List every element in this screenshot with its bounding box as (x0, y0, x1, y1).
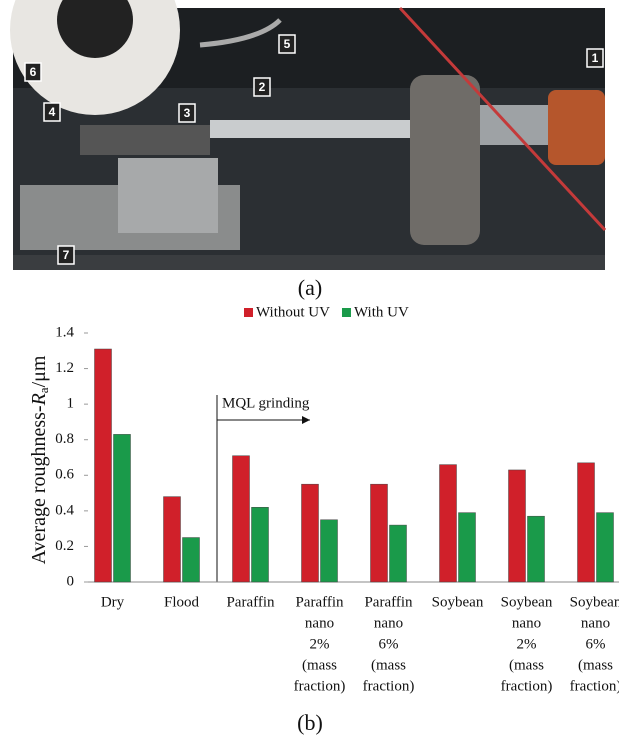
x-tick-label: fraction) (570, 678, 619, 694)
label-box (43, 102, 61, 122)
bar (458, 512, 476, 583)
x-tick-label: Dry (101, 594, 125, 610)
panel-label: (b) (297, 710, 323, 735)
bar (596, 512, 614, 583)
x-tick-label: (mass (578, 657, 613, 673)
x-tick-label: Soybean (432, 594, 484, 610)
x-tick-label: fraction) (294, 678, 346, 694)
photo-label: 6 (30, 65, 37, 79)
photo-label: 7 (63, 248, 70, 262)
legend-swatch (341, 308, 351, 317)
label-box (178, 103, 196, 123)
x-tick-label: 6% (379, 636, 399, 652)
y-axis-label: Average roughness-Ra/μm (28, 355, 51, 564)
legend-label: With UV (354, 304, 409, 320)
photo-label: 5 (284, 37, 291, 51)
photo-label: 3 (184, 106, 191, 120)
panel-label: (a) (298, 275, 322, 300)
y-label-part: a (36, 387, 51, 393)
y-tick-label: 1.2 (55, 360, 74, 376)
y-tick-label: 0.4 (55, 502, 74, 518)
x-tick-label: Flood (164, 594, 200, 610)
x-tick-label: fraction) (363, 678, 415, 694)
label-box (57, 245, 75, 265)
bar (370, 483, 388, 583)
x-tick-label: nano (581, 615, 610, 631)
label-box (586, 48, 604, 68)
bar (439, 464, 457, 583)
x-tick-label: nano (512, 615, 541, 631)
bar (251, 507, 269, 583)
x-tick-label: Paraffin (295, 594, 344, 610)
y-tick-label: 1 (67, 396, 75, 412)
bar (389, 524, 407, 583)
x-tick-label: fraction) (501, 678, 553, 694)
y-label-part: /μm (28, 355, 50, 387)
y-label-part: R (28, 393, 50, 406)
y-tick-label: 0.2 (55, 538, 74, 554)
x-tick-label: 6% (586, 636, 606, 652)
x-tick-label: Soybean (570, 594, 619, 610)
bar (232, 455, 250, 583)
photo-labels: 1 2 3 4 5 6 7 (24, 34, 604, 265)
annotation: MQL grinding (222, 395, 310, 411)
x-tick-label: (mass (509, 657, 544, 673)
bar (163, 496, 181, 583)
bar (577, 462, 595, 583)
photo-label: 4 (49, 105, 56, 119)
x-tick-label: nano (305, 615, 334, 631)
bar (527, 515, 545, 583)
y-label-part: Average roughness- (28, 405, 50, 564)
x-tick-label: (mass (371, 657, 406, 673)
photo-label: 2 (259, 80, 266, 94)
bar (182, 537, 200, 583)
photo-label: 1 (592, 51, 599, 65)
bar (301, 483, 319, 583)
legend-swatch (244, 308, 253, 317)
photo (10, 0, 607, 270)
bar (508, 469, 526, 583)
x-tick-label: Soybean (501, 594, 553, 610)
x-tick-label: Paraffin (364, 594, 413, 610)
label-box (278, 34, 296, 54)
y-tick-label: 0.6 (55, 467, 74, 483)
bar (320, 519, 338, 583)
x-tick-label: 2% (310, 636, 330, 652)
arrow-head (302, 416, 310, 424)
bar (113, 434, 131, 583)
x-tick-label: nano (374, 615, 403, 631)
bar (94, 348, 112, 583)
label-box (24, 62, 42, 82)
label-box (253, 77, 271, 97)
legend-label: Without UV (256, 304, 330, 320)
y-tick-label: 1.4 (55, 324, 74, 340)
x-tick-label: Paraffin (226, 594, 275, 610)
y-tick-label: 0.8 (55, 431, 74, 447)
x-tick-label: (mass (302, 657, 337, 673)
y-tick-label: 0 (67, 573, 75, 589)
x-tick-label: 2% (517, 636, 537, 652)
